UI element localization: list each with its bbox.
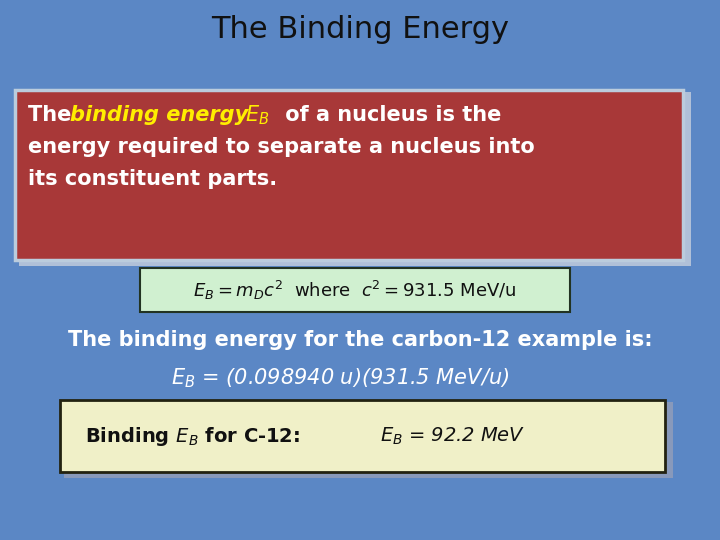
Text: energy required to separate a nucleus into: energy required to separate a nucleus in… bbox=[28, 137, 535, 157]
Text: its constituent parts.: its constituent parts. bbox=[28, 169, 277, 189]
Text: The: The bbox=[28, 105, 78, 125]
Text: The Binding Energy: The Binding Energy bbox=[211, 16, 509, 44]
Text: Binding $E_B$ for C-12:: Binding $E_B$ for C-12: bbox=[85, 424, 300, 448]
FancyBboxPatch shape bbox=[140, 268, 570, 312]
FancyBboxPatch shape bbox=[19, 92, 691, 266]
FancyBboxPatch shape bbox=[15, 90, 683, 260]
FancyBboxPatch shape bbox=[64, 402, 673, 478]
Text: of a nucleus is the: of a nucleus is the bbox=[278, 105, 501, 125]
FancyBboxPatch shape bbox=[60, 400, 665, 472]
Text: binding energy: binding energy bbox=[70, 105, 256, 125]
Text: $\mathit{E}_{\mathit{B}}$: $\mathit{E}_{\mathit{B}}$ bbox=[245, 103, 269, 127]
Text: The binding energy for the carbon-12 example is:: The binding energy for the carbon-12 exa… bbox=[68, 330, 652, 350]
Text: $E_B$ = 92.2 MeV: $E_B$ = 92.2 MeV bbox=[380, 426, 526, 447]
Text: $E_B = m_D c^2$  where  $c^2 = 931.5$ MeV/u: $E_B = m_D c^2$ where $c^2 = 931.5$ MeV/… bbox=[193, 279, 517, 301]
Text: $E_B$ = (0.098940 u)(931.5 MeV/u): $E_B$ = (0.098940 u)(931.5 MeV/u) bbox=[171, 366, 509, 390]
